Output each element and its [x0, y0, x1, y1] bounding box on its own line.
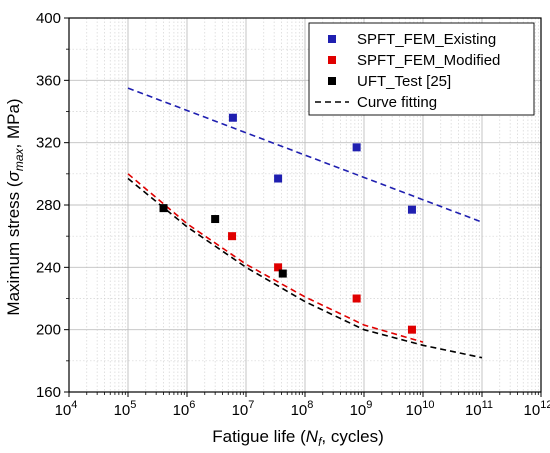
y-axis-label-symbol: σ [4, 170, 23, 181]
fit-line-2 [127, 173, 424, 343]
x-tick-label: 1010 [406, 399, 435, 419]
legend-label-spft-fem-modified: SPFT_FEM_Modified [357, 52, 500, 69]
legend-marker-spft-fem-modified [328, 56, 336, 64]
x-tick-label: 106 [173, 399, 196, 419]
y-tick-label: 320 [36, 135, 61, 152]
x-tick-label-exponent: 10 [422, 399, 434, 411]
spft-fem-existing-point [274, 174, 283, 183]
lines-layer [127, 87, 483, 359]
y-tick-label: 360 [36, 72, 61, 89]
x-tick-label: 105 [114, 399, 137, 419]
x-tick-label-base: 10 [406, 402, 423, 419]
x-tick-label: 107 [232, 399, 255, 419]
points-layer [159, 113, 416, 334]
x-tick-label-exponent: 7 [248, 399, 254, 411]
ticks-layer: 104 105 106 107 108 109 1010 1011 10121602002402… [36, 10, 550, 419]
axis-labels-layer: Fatigue life (Nf, cycles) Maximum stress… [4, 98, 384, 449]
legend-label-uft-test-25: UFT_Test [25] [357, 73, 451, 90]
uft-test-25-point [211, 215, 220, 224]
x-tick-label-exponent: 6 [189, 399, 195, 411]
y-axis-label-suffix: , MPa) [4, 98, 23, 148]
grid-layer [69, 18, 541, 392]
y-tick-label: 280 [36, 197, 61, 214]
spft-fem-modified-point [274, 263, 283, 272]
legend-marker-uft-test-25 [328, 77, 336, 85]
x-axis-label-subscript: f [318, 435, 323, 449]
y-tick-label: 400 [36, 10, 61, 27]
spft-fem-existing-point [407, 205, 416, 214]
x-tick-label-base: 10 [232, 402, 249, 419]
x-tick-label: 1012 [524, 399, 550, 419]
spft-fem-existing-point [352, 143, 361, 152]
spft-fem-modified-point [352, 294, 361, 303]
fit-line-1 [127, 87, 483, 223]
y-tick-label: 160 [36, 384, 61, 401]
x-tick-label-exponent: 4 [71, 399, 77, 411]
x-tick-label-base: 10 [55, 402, 72, 419]
uft-test-25-point [278, 269, 287, 278]
x-axis-label: Fatigue life (Nf, cycles) [212, 427, 384, 449]
legend: SPFT_FEM_Existing SPFT_FEM_Modified UFT_Te… [308, 22, 535, 116]
x-tick-label-exponent: 11 [482, 399, 493, 411]
x-axis-label-prefix: Fatigue life ( [212, 427, 306, 446]
x-tick-label-exponent: 9 [366, 399, 372, 411]
x-tick-label: 109 [350, 399, 373, 419]
x-tick-label: 104 [55, 399, 78, 419]
legend-label-curve-fitting: Curve fitting [357, 94, 437, 111]
x-tick-label-exponent: 8 [307, 399, 313, 411]
x-tick-label-base: 10 [524, 402, 541, 419]
x-tick-label: 1011 [465, 399, 493, 419]
x-tick-label: 108 [291, 399, 314, 419]
y-axis-label: Maximum stress (σmax, MPa) [4, 98, 26, 315]
x-axis-label-symbol: N [306, 427, 319, 446]
spft-fem-modified-point [228, 232, 237, 241]
y-axis-label-prefix: Maximum stress ( [4, 181, 23, 315]
curve-fitting-line [127, 177, 483, 359]
x-tick-label-base: 10 [173, 402, 190, 419]
x-tick-label-exponent: 5 [130, 399, 136, 411]
x-tick-label-base: 10 [114, 402, 131, 419]
x-tick-label-exponent: 12 [540, 399, 550, 411]
x-axis-label-suffix: , cycles) [321, 427, 383, 446]
spft-fem-existing-point [228, 113, 237, 122]
spft-fem-modified-point [407, 325, 416, 334]
legend-marker-spft-fem-existing [328, 35, 336, 43]
y-tick-label: 240 [36, 259, 61, 276]
x-tick-label-base: 10 [350, 402, 367, 419]
x-tick-label-base: 10 [291, 402, 308, 419]
legend-box [308, 22, 535, 116]
y-axis-label-subscript: max [12, 148, 26, 172]
y-tick-label: 200 [36, 322, 61, 339]
legend-label-spft-fem-existing: SPFT_FEM_Existing [357, 31, 496, 48]
uft-test-25-point [159, 204, 168, 213]
x-tick-label-base: 10 [465, 402, 482, 419]
